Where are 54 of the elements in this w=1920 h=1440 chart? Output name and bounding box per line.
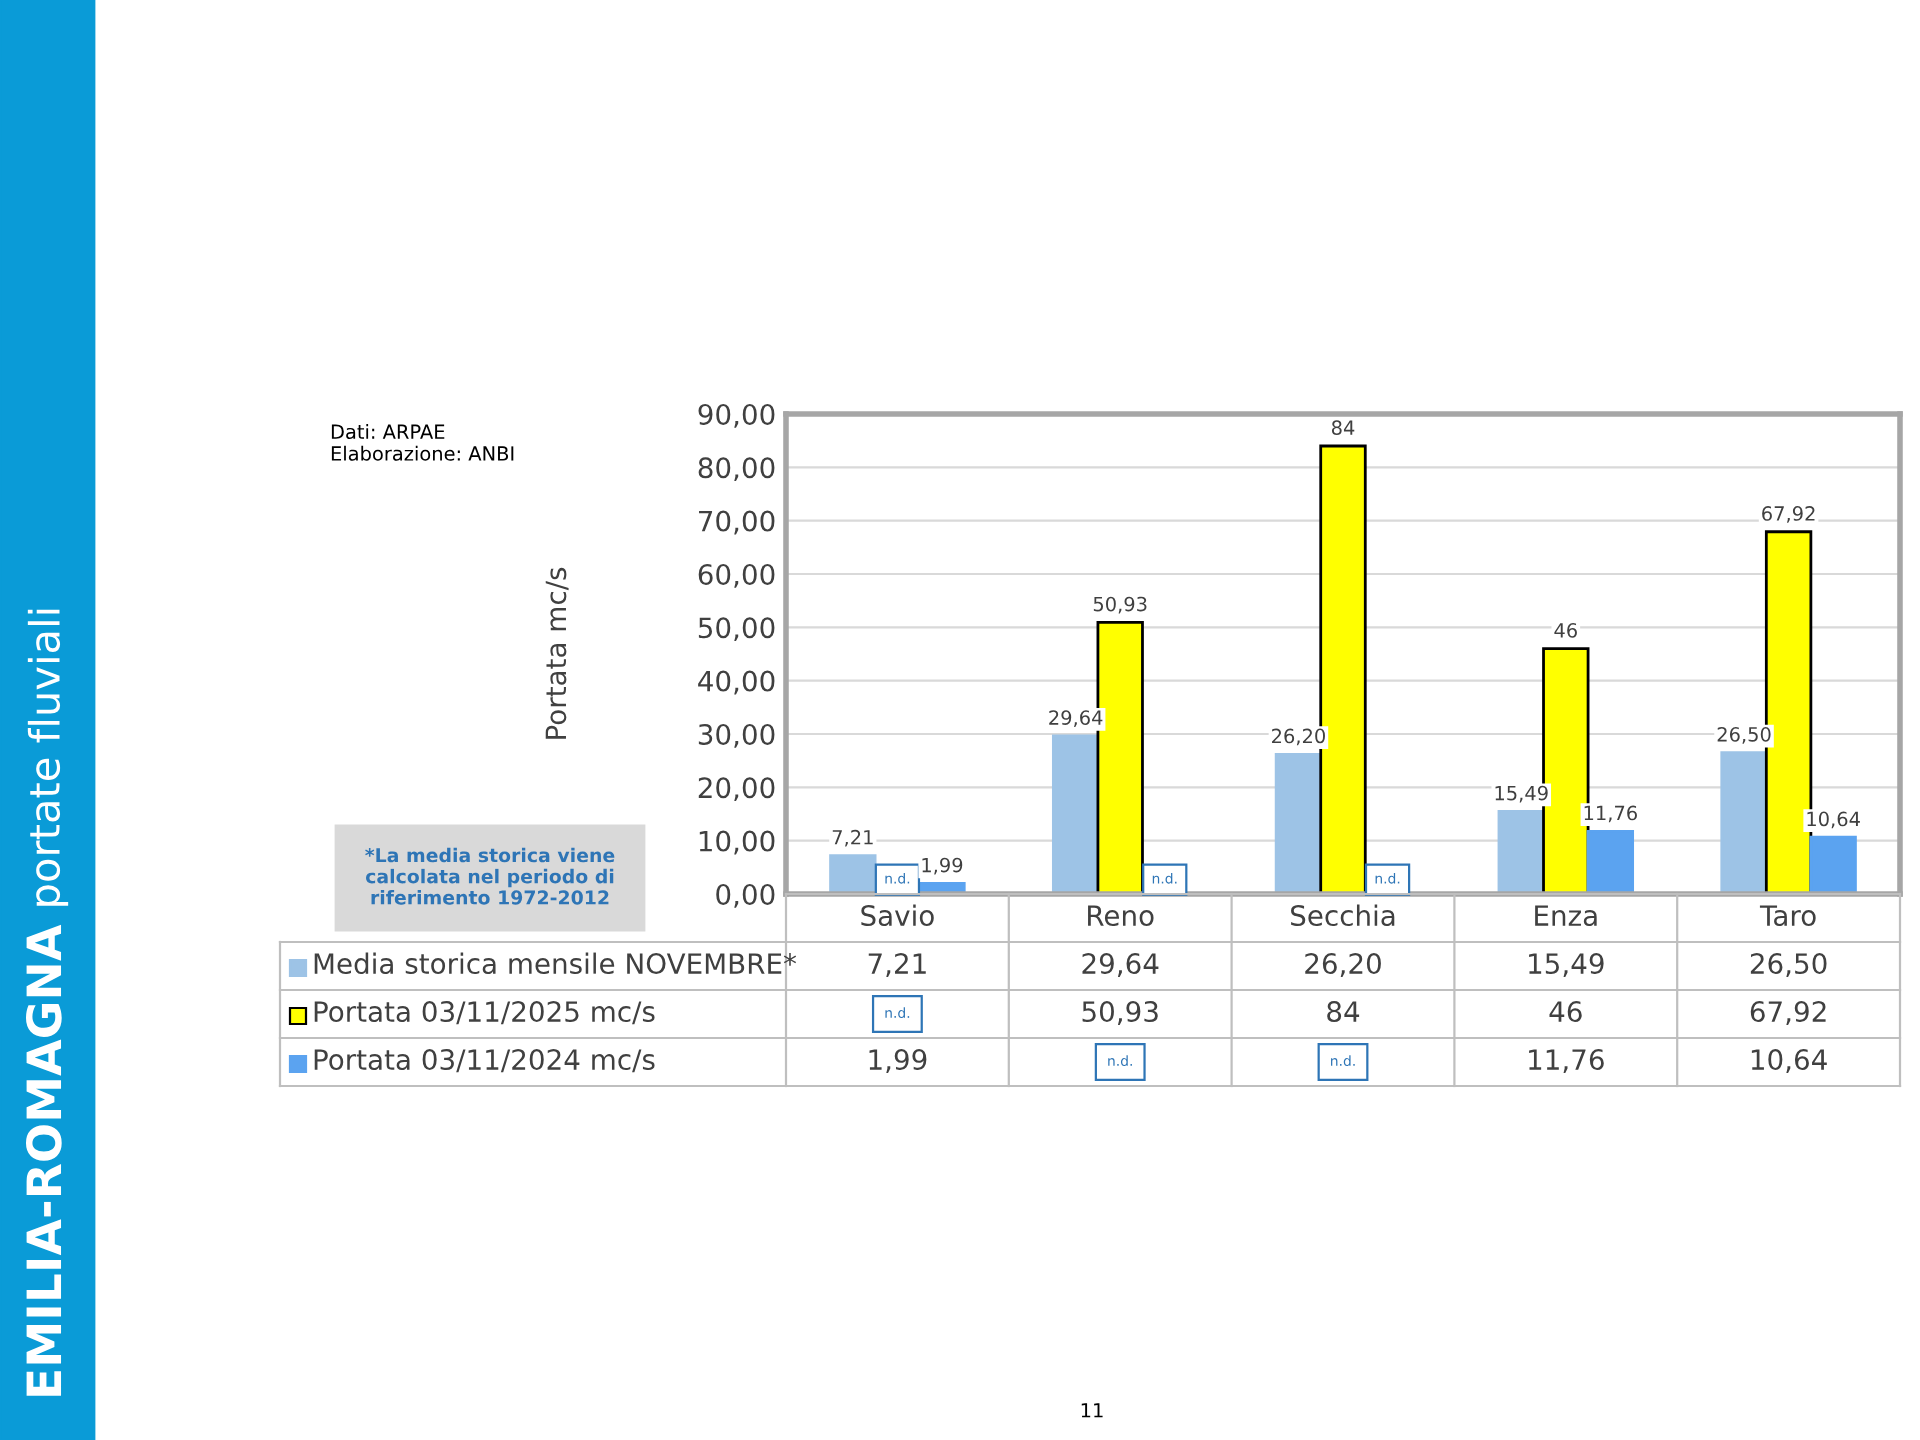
data-label: 15,49 <box>1529 953 1604 977</box>
bar <box>1274 752 1323 894</box>
y-tick-label: 20,00 <box>698 777 775 802</box>
data-label: 11,76 <box>1529 1049 1604 1073</box>
text: 29,64 <box>1049 710 1103 727</box>
data-label: 84 <box>1327 1001 1360 1023</box>
x-tick-label: Enza <box>1535 905 1597 927</box>
text: portate fluviali <box>27 609 69 906</box>
text: 11 <box>1081 1403 1103 1418</box>
text: 11,76 <box>1584 805 1637 823</box>
x-tick-label: Savio <box>861 904 934 927</box>
text: 15,49 <box>1495 785 1548 803</box>
y-tick-label: 90,00 <box>698 403 775 428</box>
text: 50,93 <box>1093 596 1147 614</box>
text: 10,64 <box>1807 811 1860 829</box>
y-tick-label: 40,00 <box>698 670 775 695</box>
data-label: 46 <box>1549 1001 1582 1023</box>
bar <box>1809 835 1857 894</box>
x-tick-label: Reno <box>1088 905 1154 927</box>
y-tick-label: 10,00 <box>699 830 775 855</box>
text: Dati: ARPAE Elaborazione: ANBI <box>331 424 514 461</box>
text: 67,92 <box>1762 506 1815 523</box>
text: 7,21 <box>832 829 873 847</box>
y-tick-label: 80,00 <box>698 457 775 482</box>
y-tick-label: 50,00 <box>698 617 775 642</box>
text: 84 <box>1331 420 1355 436</box>
legend-label: Portata 03/11/2024 mc/s <box>314 1049 655 1073</box>
data-label: 1,99 <box>869 1049 927 1073</box>
bar <box>1497 810 1545 894</box>
y-tick-label: 30,00 <box>698 723 775 748</box>
text: 1,99 <box>922 857 963 875</box>
text: 26,50 <box>1717 726 1771 744</box>
data-label: 26,20 <box>1305 953 1381 977</box>
bar <box>1720 751 1768 894</box>
legend-label: Media storica mensile NOVEMBRE* <box>314 952 797 975</box>
text: EMILIA-ROMAGNA <box>25 924 62 1396</box>
data-label: 67,92 <box>1750 1001 1826 1025</box>
text: 46 <box>1554 622 1577 638</box>
legend-label: Portata 03/11/2025 mc/s <box>314 1001 655 1025</box>
bar <box>1051 734 1100 894</box>
data-label: 29,64 <box>1082 953 1159 977</box>
bar <box>1586 829 1635 894</box>
text: *La media storica viene calcolata nel periodo di riferimento 1972-2012 <box>365 847 615 905</box>
x-tick-label: Taro <box>1759 905 1816 927</box>
y-axis-title: Portata mc/s <box>545 567 569 739</box>
x-tick-label: Secchia <box>1291 904 1395 927</box>
text: 26,20 <box>1272 728 1325 746</box>
y-tick-label: 0,00 <box>716 883 775 908</box>
data-label: 26,50 <box>1750 953 1827 977</box>
y-tick-label: 70,00 <box>699 510 775 535</box>
data-label: 7,21 <box>868 953 926 977</box>
data-label: 10,64 <box>1751 1049 1827 1073</box>
data-label: 50,93 <box>1082 1001 1158 1025</box>
y-tick-label: 60,00 <box>698 563 775 588</box>
